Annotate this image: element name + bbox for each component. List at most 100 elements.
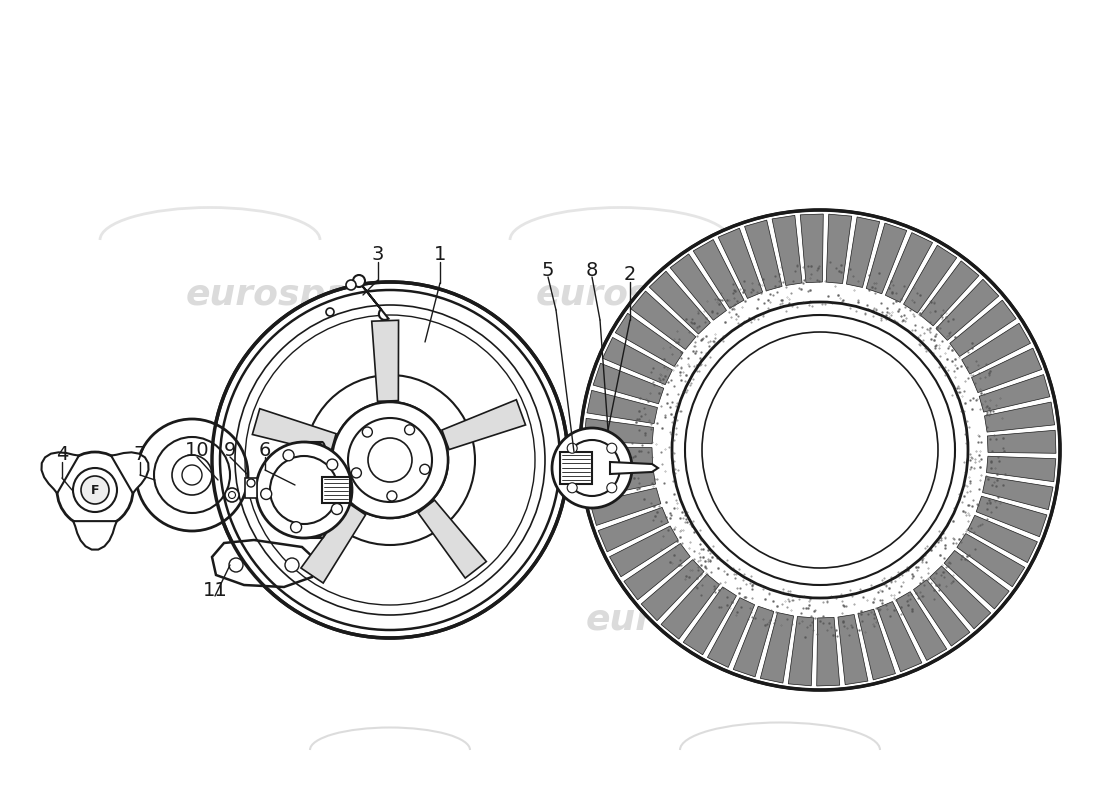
Text: 8: 8 (586, 261, 598, 279)
Circle shape (226, 488, 239, 502)
Circle shape (305, 375, 475, 545)
Polygon shape (442, 400, 526, 450)
Polygon shape (587, 390, 658, 423)
Polygon shape (707, 598, 755, 667)
Circle shape (261, 489, 272, 499)
Text: 10: 10 (185, 441, 209, 459)
Circle shape (327, 459, 338, 470)
Text: 11: 11 (202, 581, 228, 599)
Circle shape (387, 491, 397, 501)
Polygon shape (74, 521, 117, 550)
Polygon shape (896, 592, 947, 661)
Polygon shape (356, 280, 388, 320)
Circle shape (346, 280, 356, 290)
Polygon shape (718, 228, 762, 298)
Polygon shape (903, 246, 957, 313)
Circle shape (702, 332, 938, 568)
Polygon shape (971, 348, 1042, 393)
Bar (560, 452, 592, 484)
Polygon shape (598, 507, 669, 552)
Bar (322, 477, 350, 503)
Polygon shape (984, 402, 1055, 432)
Ellipse shape (315, 442, 329, 538)
Polygon shape (826, 214, 851, 283)
Polygon shape (968, 515, 1037, 562)
Circle shape (351, 468, 362, 478)
Circle shape (229, 558, 243, 572)
Circle shape (387, 491, 397, 501)
Polygon shape (693, 239, 744, 308)
Polygon shape (944, 550, 1009, 609)
Text: 7: 7 (134, 446, 146, 465)
Polygon shape (930, 566, 991, 629)
Polygon shape (661, 574, 719, 639)
Polygon shape (760, 613, 793, 683)
Polygon shape (624, 543, 690, 600)
Polygon shape (846, 217, 880, 287)
Bar (245, 478, 257, 498)
Polygon shape (801, 214, 823, 282)
Polygon shape (957, 534, 1025, 586)
Text: 6: 6 (258, 441, 272, 459)
Polygon shape (609, 526, 679, 577)
Polygon shape (252, 409, 337, 454)
Circle shape (362, 427, 372, 437)
Polygon shape (584, 418, 653, 444)
Circle shape (326, 308, 334, 316)
Circle shape (420, 464, 430, 474)
Polygon shape (610, 462, 658, 474)
Circle shape (283, 450, 294, 461)
Polygon shape (584, 446, 652, 470)
Circle shape (552, 428, 632, 508)
Circle shape (332, 402, 448, 518)
Text: 1: 1 (433, 246, 447, 265)
Polygon shape (976, 496, 1047, 537)
Circle shape (607, 482, 617, 493)
Polygon shape (615, 314, 683, 366)
Circle shape (568, 443, 578, 454)
Polygon shape (585, 468, 656, 498)
Polygon shape (982, 477, 1053, 510)
Polygon shape (649, 271, 711, 334)
Circle shape (685, 315, 955, 585)
Circle shape (607, 443, 617, 454)
Polygon shape (590, 488, 661, 526)
Polygon shape (866, 223, 906, 294)
Circle shape (256, 442, 352, 538)
Circle shape (332, 402, 448, 518)
Polygon shape (913, 580, 970, 646)
Polygon shape (772, 215, 802, 286)
Circle shape (290, 522, 301, 533)
Circle shape (362, 427, 372, 437)
Circle shape (248, 479, 255, 487)
Polygon shape (418, 500, 486, 578)
Polygon shape (641, 560, 704, 621)
Text: 4: 4 (56, 446, 68, 465)
Text: 3: 3 (372, 246, 384, 265)
Circle shape (405, 425, 415, 435)
Polygon shape (816, 618, 839, 686)
Text: eurospares: eurospares (186, 278, 415, 312)
Text: 2: 2 (624, 266, 636, 285)
Polygon shape (838, 614, 868, 685)
Polygon shape (372, 320, 398, 402)
Polygon shape (212, 540, 316, 587)
Polygon shape (949, 300, 1016, 357)
Circle shape (172, 455, 212, 495)
Polygon shape (301, 503, 365, 583)
Polygon shape (886, 233, 933, 302)
Text: eurospares: eurospares (585, 603, 814, 637)
Polygon shape (858, 609, 895, 680)
Polygon shape (631, 291, 696, 350)
Polygon shape (593, 363, 663, 404)
Polygon shape (979, 374, 1049, 412)
Circle shape (420, 464, 430, 474)
Polygon shape (670, 254, 726, 320)
Polygon shape (961, 323, 1031, 374)
Polygon shape (921, 261, 979, 326)
Circle shape (285, 558, 299, 572)
Text: 5: 5 (541, 261, 554, 279)
Circle shape (136, 419, 248, 531)
Polygon shape (745, 220, 782, 291)
Polygon shape (988, 430, 1056, 454)
